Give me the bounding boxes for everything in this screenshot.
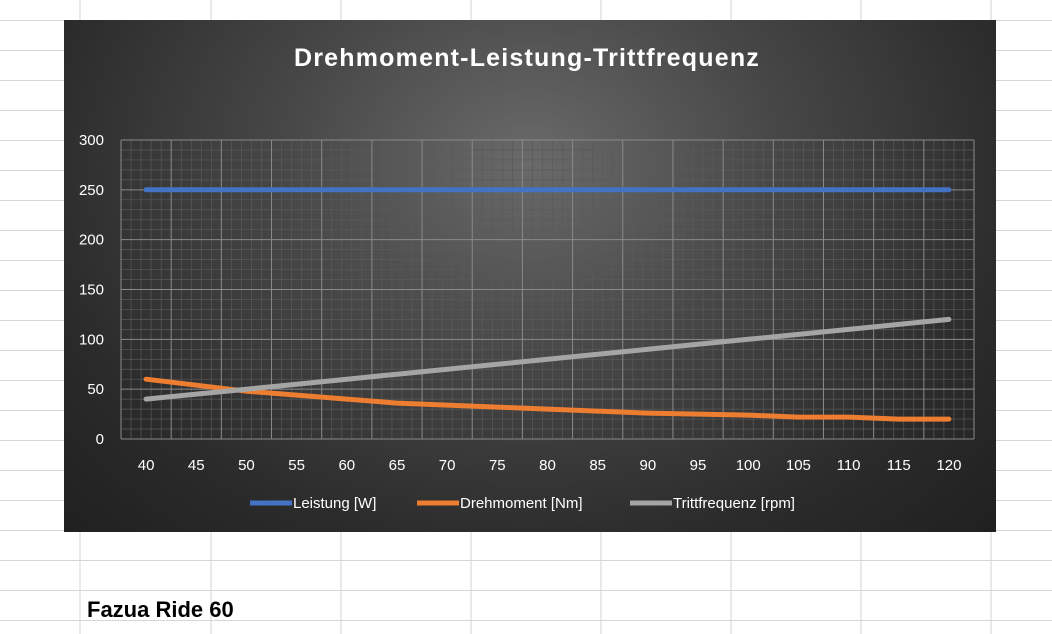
x-tick-label: 65 [389, 457, 406, 474]
chart-svg: 0 50 100 150 200 250 300 40 45 50 55 60 65 70 75 80 85 9… [79, 44, 975, 512]
y-tick-label: 200 [79, 232, 104, 249]
x-tick-label: 110 [837, 457, 861, 474]
legend-label: Leistung [W] [293, 495, 376, 512]
x-axis: 40 45 50 55 60 65 70 75 80 85 90 95 100 105 110 115 120 [138, 457, 962, 474]
x-tick-label: 85 [589, 457, 606, 474]
x-tick-label: 75 [489, 457, 506, 474]
x-tick-label: 105 [786, 457, 811, 474]
y-tick-label: 300 [79, 132, 104, 149]
series-line[interactable] [143, 316, 952, 402]
y-tick-label: 0 [96, 431, 104, 448]
x-tick-label: 80 [539, 457, 556, 474]
x-tick-label: 120 [936, 457, 961, 474]
y-tick-label: 50 [87, 381, 104, 398]
x-tick-label: 55 [288, 457, 305, 474]
x-tick-label: 45 [188, 457, 205, 474]
series-lines [143, 187, 952, 422]
x-tick-label: 70 [439, 457, 456, 474]
x-tick-label: 90 [640, 457, 657, 474]
x-tick-label: 95 [690, 457, 707, 474]
chart-title: Drehmoment-Leistung-Trittfrequenz [294, 44, 760, 72]
legend-label: Trittfrequenz [rpm] [673, 495, 795, 512]
x-tick-label: 115 [887, 457, 911, 474]
x-tick-label: 40 [138, 457, 155, 474]
x-tick-label: 60 [338, 457, 355, 474]
legend: Leistung [W] Drehmoment [Nm] Trittfrequenz… [250, 495, 795, 512]
y-tick-label: 100 [79, 331, 104, 348]
legend-label: Drehmoment [Nm] [460, 495, 583, 512]
x-tick-label: 100 [736, 457, 761, 474]
series-line[interactable] [143, 376, 952, 422]
cell-label[interactable]: Fazua Ride 60 [87, 597, 234, 622]
y-tick-label: 150 [79, 282, 104, 299]
y-axis: 0 50 100 150 200 250 300 [79, 132, 104, 448]
y-tick-label: 250 [79, 182, 104, 199]
gridlines [120, 139, 975, 440]
chart[interactable]: 0 50 100 150 200 250 300 40 45 50 55 60 65 70 75 80 85 9… [64, 20, 996, 532]
x-tick-label: 50 [238, 457, 255, 474]
